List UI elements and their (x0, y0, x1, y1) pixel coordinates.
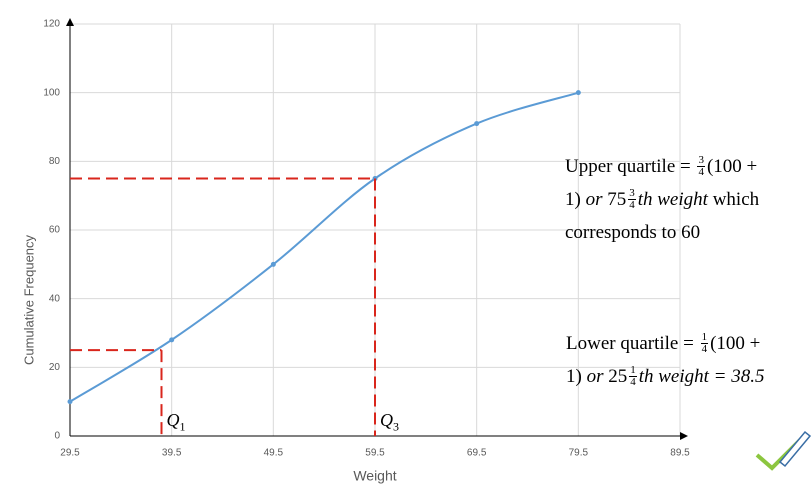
annotation-text: which (707, 188, 760, 210)
x-tick-label: 29.5 (60, 448, 80, 459)
annotation-text: Lower quartile = (566, 332, 699, 354)
annotation-text: th weight (637, 188, 708, 210)
curve (69, 91, 579, 403)
fraction-numerator: 3 (697, 154, 705, 167)
x-tick-label: 69.5 (467, 448, 487, 459)
annotation-text: (100 + (706, 155, 758, 177)
annotation-text: or (585, 188, 603, 210)
fraction-numerator: 1 (629, 364, 637, 377)
quartile-label: Q3 (380, 410, 399, 435)
y-tick-label: 0 (54, 431, 60, 442)
annotation-text: 25 (603, 365, 628, 387)
x-tick-label: 39.5 (162, 448, 182, 459)
quartile-letter: Q (380, 410, 393, 430)
point (67, 399, 73, 405)
y-tick-label: 20 (49, 362, 61, 373)
point (575, 90, 581, 96)
x-axis-label: Weight (353, 468, 396, 484)
annotation-text: 1) (565, 188, 586, 210)
x-tick-label: 89.5 (670, 448, 690, 459)
quartile-index: 1 (179, 419, 186, 434)
fraction-denominator: 4 (630, 376, 636, 388)
annotation-line: Upper quartile = 3 4 (100 + (565, 150, 759, 183)
y-tick-label: 80 (49, 156, 61, 167)
annotation-text: or (586, 365, 604, 387)
annotation-text: corresponds to 60 (565, 221, 701, 243)
logo (755, 430, 811, 471)
x-axis-arrow (680, 432, 688, 440)
x-tick-label: 49.5 (264, 448, 284, 459)
quartile-label: Q1 (167, 410, 186, 435)
annotation-text: Upper quartile = (565, 155, 696, 177)
x-tick-label: 79.5 (569, 448, 589, 459)
fraction-numerator: 3 (628, 187, 636, 200)
annotation-text: 1) (566, 365, 587, 387)
quartile-index: 3 (393, 419, 399, 434)
fraction-numerator: 1 (700, 331, 709, 344)
point (270, 261, 276, 267)
y-tick-label: 60 (49, 225, 61, 236)
logo-pencil (778, 430, 811, 468)
annotation-line: corresponds to 60 (565, 216, 759, 249)
quartile-letter: Q (166, 410, 180, 430)
fraction-denominator: 4 (698, 166, 704, 178)
point (474, 121, 480, 127)
annotation-text: 75 (602, 188, 627, 210)
y-axis-arrow (66, 18, 74, 26)
annotation-line: Lower quartile = 1 4 (100 + (566, 327, 765, 360)
point (169, 337, 175, 343)
y-axis-label: Cumulative Frequency (21, 234, 36, 365)
annotation-text: (100 + (710, 332, 761, 354)
y-tick-label: 120 (43, 19, 60, 30)
fraction-denominator: 4 (701, 343, 708, 355)
annotation-text: th weight = 38.5 (638, 365, 765, 387)
y-tick-label: 100 (43, 87, 60, 98)
x-tick-label: 59.5 (365, 448, 385, 459)
fraction-denominator: 4 (629, 199, 635, 211)
y-tick-label: 40 (49, 293, 61, 304)
